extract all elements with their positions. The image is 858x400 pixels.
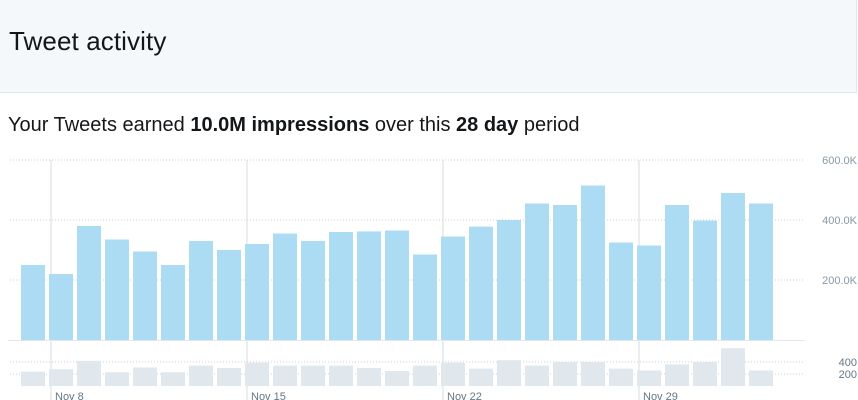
impression-bar	[21, 265, 45, 340]
impression-bar	[189, 241, 213, 340]
y-tick-label: 200	[839, 369, 857, 381]
engagement-bar	[357, 368, 381, 386]
engagement-bar	[105, 372, 129, 386]
engagement-bar	[217, 368, 241, 386]
x-tick-label: Nov 29	[643, 391, 678, 400]
engagement-bar	[273, 365, 297, 386]
engagement-bar	[161, 372, 185, 386]
engagement-bar	[245, 362, 269, 386]
impression-bar	[553, 205, 577, 340]
impression-bar	[301, 241, 325, 340]
x-tick-label: Nov 22	[447, 391, 482, 400]
impression-bar	[245, 244, 269, 340]
engagement-bar	[413, 365, 437, 386]
engagement-bar	[637, 370, 661, 386]
impression-bar	[273, 233, 297, 340]
impression-bar	[49, 274, 73, 340]
impression-bar	[525, 203, 549, 340]
impressions-summary: Your Tweets earned 10.0M impressions ove…	[8, 114, 579, 137]
engagement-bar	[133, 367, 157, 386]
engagement-bar	[609, 368, 633, 386]
engagement-bar	[385, 371, 409, 386]
engagement-bar	[189, 365, 213, 386]
impression-bar	[581, 185, 605, 340]
impression-bar	[749, 203, 773, 340]
impression-bar	[329, 232, 353, 340]
page-title: Tweet activity	[9, 26, 167, 56]
summary-period: 28 day	[456, 114, 519, 136]
x-tick-label: Nov 15	[251, 391, 286, 400]
impression-bar	[161, 265, 185, 340]
summary-middle: over this	[369, 114, 457, 136]
y-tick-label: 600.0K	[822, 155, 858, 167]
summary-suffix: period	[518, 114, 580, 136]
impression-bar	[609, 242, 633, 340]
impression-bar	[497, 220, 521, 340]
impression-bar	[133, 251, 157, 340]
x-tick-label: Nov 8	[55, 391, 84, 400]
engagement-bar	[497, 360, 521, 386]
y-tick-label: 400	[839, 357, 857, 369]
engagement-bar	[21, 371, 45, 386]
engagement-bar	[721, 348, 745, 386]
summary-impressions: 10.0M impressions	[190, 114, 370, 136]
impression-bar	[637, 245, 661, 340]
summary-prefix: Your Tweets earned	[8, 114, 191, 136]
impression-bar	[385, 230, 409, 340]
impression-bar	[77, 226, 101, 340]
engagement-bar	[77, 360, 101, 386]
impression-bar	[413, 254, 437, 340]
impression-bar	[217, 250, 241, 340]
impression-bar	[441, 236, 465, 340]
engagement-bar	[49, 369, 73, 386]
impression-bar	[721, 193, 745, 340]
y-tick-label: 200.0K	[822, 275, 858, 287]
impression-bar	[665, 205, 689, 340]
impression-bar	[469, 226, 493, 340]
engagement-bar	[441, 362, 465, 386]
engagement-bar	[581, 362, 605, 386]
engagement-bar	[469, 368, 493, 386]
engagement-bar	[301, 365, 325, 386]
impression-bar	[693, 220, 717, 340]
impression-bar	[357, 231, 381, 340]
engagement-bar	[665, 364, 689, 386]
tweet-activity-header: Tweet activity	[0, 0, 857, 93]
engagement-bar	[553, 362, 577, 386]
impression-bar	[105, 239, 129, 340]
engagement-bar	[525, 365, 549, 386]
engagement-bar	[749, 370, 773, 386]
engagement-bar	[329, 365, 353, 386]
engagement-bar	[693, 362, 717, 386]
y-tick-label: 400.0K	[822, 215, 858, 227]
